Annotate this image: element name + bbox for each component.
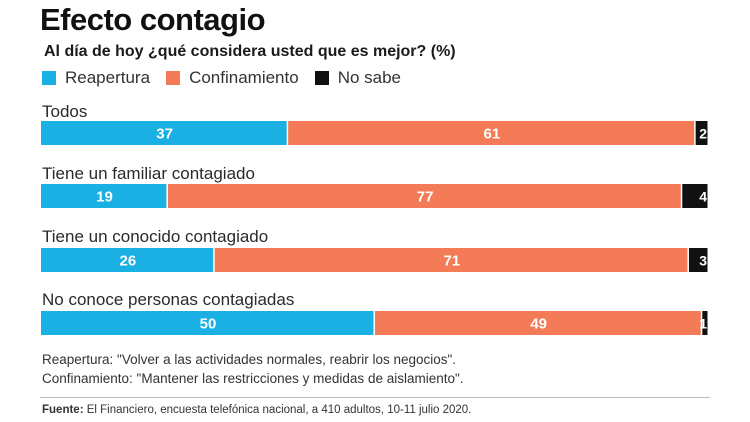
bar-confinamiento-no-conoce-personas-contagiadas — [375, 311, 701, 335]
value-label-reapertura-todos: 37 — [156, 126, 173, 143]
bar-confinamiento-tiene-un-familiar-contagiado — [167, 184, 681, 208]
value-label-confinamiento-tiene-un-conocido-contagiado: 71 — [443, 253, 460, 270]
value-label-reapertura-no-conoce-personas-contagiadas: 50 — [200, 316, 217, 333]
row-label-tiene-un-conocido-contagiado: Tiene un conocido contagiado — [42, 227, 268, 246]
notes: Reapertura: "Volver a las actividades no… — [42, 350, 464, 388]
legend-swatch-reapertura — [42, 71, 56, 85]
legend-label-reapertura: Reapertura — [65, 68, 151, 87]
legend-label-confinamiento: Confinamiento — [189, 68, 299, 87]
legend-swatch-no-sabe — [314, 71, 329, 85]
value-label-no-sabe-tiene-un-familiar-contagiado: 4 — [699, 189, 707, 205]
bar-no-sabe-no-conoce-personas-contagiadas — [702, 311, 708, 335]
note-reapertura: Reapertura: "Volver a las actividades no… — [42, 352, 457, 367]
value-label-no-sabe-no-conoce-personas-contagiadas: 1 — [699, 316, 707, 332]
note-confinamiento: Confinamiento: "Mantener las restriccion… — [42, 371, 464, 386]
bar-confinamiento-tiene-un-conocido-contagiado — [214, 248, 688, 272]
bar-no-sabe-tiene-un-conocido-contagiado — [688, 248, 708, 272]
bar-no-sabe-todos — [695, 121, 708, 145]
source-label: Fuente: — [42, 404, 84, 416]
legend-item-reapertura: Reapertura — [42, 68, 150, 88]
source-line: Fuente: El Financiero, encuesta telefóni… — [42, 404, 471, 416]
chart-subtitle: Al día de hoy ¿qué considera usted que e… — [44, 43, 456, 60]
bar-no-sabe-tiene-un-familiar-contagiado — [682, 184, 708, 208]
bar-reapertura-no-conoce-personas-contagiadas — [41, 311, 374, 335]
legend-label-no-sabe: No sabe — [337, 68, 402, 87]
value-label-reapertura-tiene-un-conocido-contagiado: 26 — [119, 253, 136, 270]
row-label-tiene-un-familiar-contagiado: Tiene un familiar contagiado — [42, 164, 255, 183]
bar-confinamiento-todos — [288, 121, 695, 145]
bar-reapertura-tiene-un-familiar-contagiado — [41, 184, 167, 208]
legend-item-confinamiento: Confinamiento — [166, 68, 299, 88]
legend-item-no-sabe: No sabe — [314, 68, 402, 88]
legend-swatch-confinamiento — [166, 71, 181, 85]
row-label-no-conoce-personas-contagiadas: No conoce personas contagiadas — [42, 290, 294, 309]
value-label-confinamiento-no-conoce-personas-contagiadas: 49 — [530, 316, 547, 333]
divider — [40, 397, 710, 398]
value-label-confinamiento-todos: 61 — [484, 126, 501, 143]
bar-reapertura-tiene-un-conocido-contagiado — [41, 248, 214, 272]
row-label-todos: Todos — [42, 102, 87, 121]
value-label-no-sabe-tiene-un-conocido-contagiado: 3 — [699, 253, 707, 269]
value-label-confinamiento-tiene-un-familiar-contagiado: 77 — [417, 189, 434, 206]
chart-title: Efecto contagio — [40, 2, 266, 37]
stacked-bar-chart: Todos 37 61 2 Tiene un familiar contagiado 19… — [41, 102, 708, 335]
legend: Reapertura Confinamiento No sabe — [42, 68, 417, 88]
value-label-no-sabe-todos: 2 — [699, 126, 707, 142]
source-text: El Financiero, encuesta telefónica nacio… — [83, 404, 472, 416]
value-label-reapertura-tiene-un-familiar-contagiado: 19 — [96, 189, 113, 206]
bar-reapertura-todos — [41, 121, 287, 145]
